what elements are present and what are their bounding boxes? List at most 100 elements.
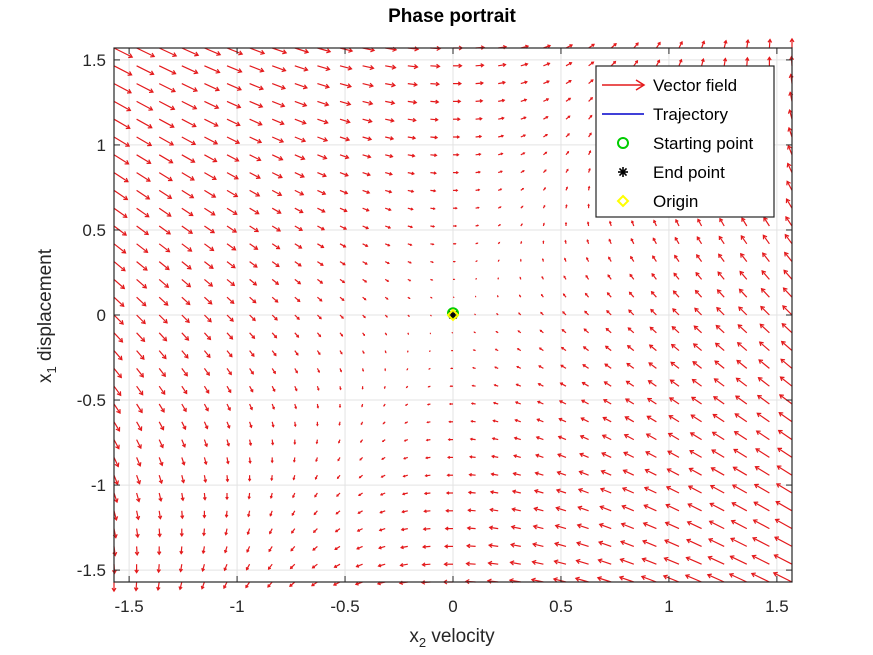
vector-arrow-head — [424, 474, 428, 478]
vector-arrow-shaft — [204, 243, 214, 251]
vector-arrow-shaft — [317, 189, 326, 195]
vector-arrow-head — [718, 253, 723, 258]
vector-arrow-shaft — [625, 416, 635, 423]
vector-arrow-head — [384, 369, 387, 372]
vector-arrow-shaft — [136, 172, 151, 182]
vector-arrow — [520, 240, 523, 244]
vector-arrow — [158, 154, 174, 164]
vector-arrow-head — [235, 139, 241, 145]
vector-arrow — [586, 221, 590, 227]
vector-arrow — [113, 118, 131, 130]
vector-arrow — [559, 382, 567, 387]
vector-arrow-head — [116, 391, 122, 397]
vector-arrow-shaft — [602, 434, 612, 441]
vector-arrow-head — [367, 136, 373, 142]
vector-arrow-shaft — [113, 421, 120, 432]
vector-arrow-head — [216, 51, 222, 56]
vector-arrow — [407, 350, 409, 353]
vector-arrow-shaft — [158, 189, 172, 199]
vector-arrow-head — [722, 57, 728, 62]
vector-arrow-head — [675, 218, 679, 223]
vector-arrow-shaft — [719, 218, 725, 227]
vector-arrow — [158, 136, 175, 146]
vector-arrow-head — [479, 99, 484, 103]
vector-arrow-shaft — [782, 305, 793, 316]
vector-arrow — [446, 473, 453, 477]
vector-arrow-shaft — [623, 452, 635, 458]
vector-arrow — [475, 224, 480, 227]
vector-arrow-shaft — [179, 564, 183, 572]
vector-arrow — [560, 364, 567, 369]
vector-arrow-shaft — [204, 207, 216, 216]
vector-arrow-shaft — [777, 447, 793, 458]
vector-arrow-shaft — [158, 278, 169, 288]
vector-arrow — [475, 260, 478, 263]
vector-arrow-head — [774, 518, 780, 524]
vector-arrow-shaft — [113, 172, 129, 183]
vector-arrow-head — [779, 376, 785, 382]
vector-arrow-head — [344, 154, 350, 160]
vector-arrow-head — [776, 465, 782, 470]
vector-arrow — [339, 314, 344, 319]
vector-arrow-head — [245, 567, 250, 571]
vector-arrow — [578, 470, 589, 476]
vector-arrow-shaft — [692, 361, 702, 369]
vector-arrow — [249, 350, 255, 357]
vector-arrow — [317, 261, 324, 266]
vector-arrow-head — [211, 193, 217, 198]
vector-arrow-shaft — [136, 65, 154, 75]
vector-arrow-shaft — [672, 308, 680, 316]
vector-arrow-shaft — [317, 118, 328, 124]
vector-arrow-head — [246, 549, 250, 553]
vector-arrow — [562, 293, 567, 298]
vector-arrow — [113, 225, 128, 236]
vector-arrow — [226, 136, 241, 145]
vector-arrow-head — [249, 424, 253, 429]
vector-arrow — [538, 347, 544, 352]
vector-arrow — [249, 47, 266, 55]
vector-arrow-head — [426, 421, 429, 424]
vector-arrow — [430, 261, 434, 264]
vector-arrow — [158, 47, 178, 58]
vector-arrow-head — [478, 170, 481, 174]
vector-arrow — [443, 544, 453, 549]
vector-arrow-shaft — [271, 261, 280, 267]
vector-arrow-head — [358, 475, 362, 479]
vector-arrow — [362, 332, 366, 337]
vector-arrow — [581, 381, 589, 387]
vector-arrow-shaft — [627, 345, 635, 352]
vector-arrow-head — [215, 68, 221, 74]
vector-arrow — [225, 475, 230, 483]
vector-arrow — [362, 100, 374, 106]
vector-arrow — [543, 80, 550, 85]
vector-arrow-head — [389, 154, 394, 159]
vector-arrow-shaft — [622, 487, 635, 494]
vector-arrow-head — [236, 103, 242, 109]
vector-arrow — [751, 554, 770, 565]
vector-arrow — [678, 58, 683, 67]
vector-arrow — [543, 62, 551, 67]
vector-arrow-shaft — [249, 172, 261, 179]
vector-arrow — [382, 421, 386, 425]
vector-arrow — [430, 278, 434, 281]
vector-arrow — [604, 345, 612, 352]
vector-arrow — [249, 403, 253, 411]
vector-arrow — [730, 537, 748, 547]
vector-arrow-shaft — [136, 403, 143, 413]
vector-arrow-head — [360, 440, 363, 443]
vector-arrow-shaft — [113, 261, 126, 272]
legend-entry: Origin — [616, 192, 698, 211]
vector-arrow — [577, 505, 589, 512]
vector-arrow-shaft — [686, 556, 702, 565]
vector-arrow — [610, 43, 617, 49]
vector-arrow-head — [492, 419, 496, 423]
vector-arrow — [465, 561, 476, 567]
vector-arrow-head — [665, 503, 671, 509]
vector-arrow-head — [786, 180, 791, 186]
vector-arrow-shaft — [674, 255, 680, 262]
vector-arrow-head — [717, 271, 722, 276]
vector-arrow — [655, 59, 661, 67]
vector-arrow — [316, 386, 320, 391]
vector-arrow-head — [274, 299, 279, 303]
vector-arrow — [294, 136, 307, 143]
